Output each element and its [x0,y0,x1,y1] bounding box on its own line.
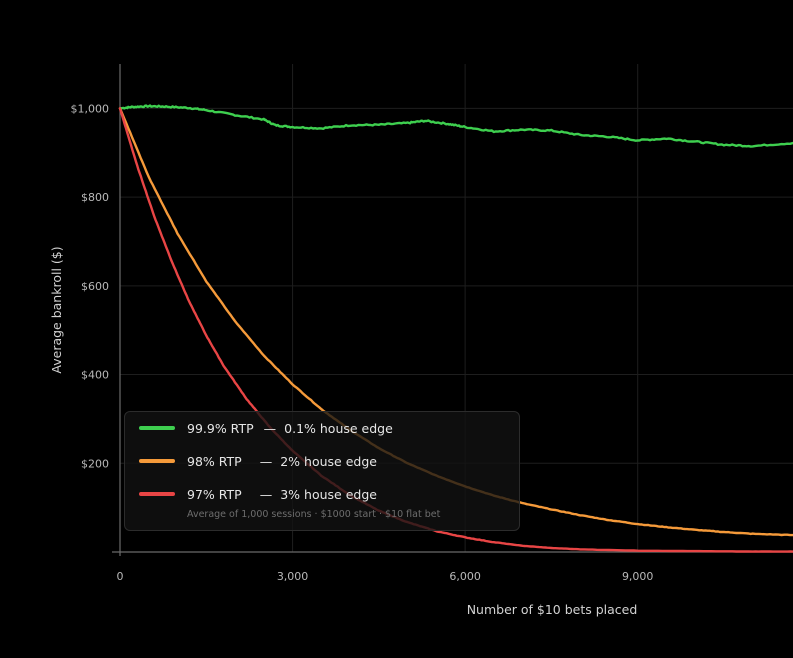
legend-dash: — [259,486,273,502]
grid-lines [120,64,793,552]
legend-series-name: 98% RTP [187,453,242,469]
series-line-1 [118,104,793,148]
legend-dash: — [259,453,273,469]
legend-swatch-red [139,492,175,496]
y-tick-label: $600 [81,280,109,293]
x-tick-label: 6,000 [449,570,481,583]
y-tick-label: $800 [81,191,109,204]
legend-item-97: 97% RTP — 3% house edge [139,485,377,503]
legend-series-name: 97% RTP [187,486,242,502]
legend-edge-label: 3% house edge [280,486,377,502]
legend-item-99-9: 99.9% RTP — 0.1% house edge [139,419,393,437]
legend: 99.9% RTP — 0.1% house edge 98% RTP — 2%… [124,411,520,531]
legend-edge-label: 2% house edge [280,453,377,469]
y-tick-label: $200 [81,457,109,470]
legend-swatch-orange [139,459,175,463]
x-tick-label: 3,000 [277,570,309,583]
legend-annotation: Average of 1,000 sessions · $1000 start … [187,509,441,520]
y-tick-label: $400 [81,369,109,382]
legend-dash: — [263,420,277,436]
x-tick-label: 9,000 [622,570,654,583]
x-tick-labels: 0 3,000 6,000 9,000 [117,570,654,583]
legend-series-name: 99.9% RTP [187,420,254,436]
y-tick-labels: $200 $400 $600 $800 $1,000 [71,102,110,470]
x-axis-label: Number of $10 bets placed [467,602,638,617]
legend-swatch-green [139,426,175,430]
y-tick-label: $1,000 [71,102,110,115]
legend-item-98: 98% RTP — 2% house edge [139,452,377,470]
y-axis-label: Average bankroll ($) [49,246,64,373]
legend-edge-label: 0.1% house edge [284,420,393,436]
x-tick-label: 0 [117,570,124,583]
